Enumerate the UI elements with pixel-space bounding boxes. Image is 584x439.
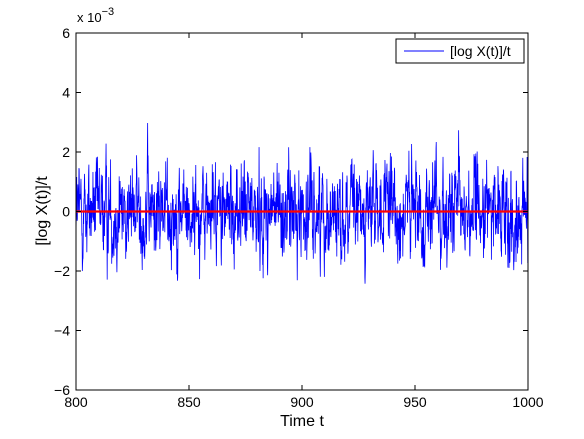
x-axis-label: Time t	[280, 413, 324, 430]
y-tick-label: 6	[62, 25, 70, 41]
x-tick-label: 800	[64, 394, 88, 410]
x-tick-label: 1000	[512, 394, 543, 410]
y-axis-label: [log X(t)]/t	[34, 176, 51, 246]
series-layer	[75, 122, 529, 284]
legend-label: [log X(t)]/t	[450, 43, 511, 59]
y-tick-label: −2	[54, 263, 70, 279]
legend: [log X(t)]/t	[395, 38, 525, 64]
y-tick-label: 2	[62, 144, 70, 160]
y-exponent-base: x 10	[77, 10, 102, 25]
x-tick-label: 900	[290, 394, 314, 410]
x-tick-label: 950	[403, 394, 427, 410]
y-tick-label: −6	[54, 382, 70, 398]
y-exponent-power: −3	[102, 6, 115, 18]
y-tick-label: −4	[54, 323, 70, 339]
y-tick-label: 4	[62, 85, 70, 101]
series-line	[75, 122, 529, 284]
y-exponent-label: x 10−3	[77, 6, 114, 25]
ticks-layer: 800 850 900 950 1000 −6 −4 −2 0 2 4 6	[54, 25, 544, 410]
x-tick-label: 850	[177, 394, 201, 410]
y-tick-label: 0	[62, 204, 70, 220]
